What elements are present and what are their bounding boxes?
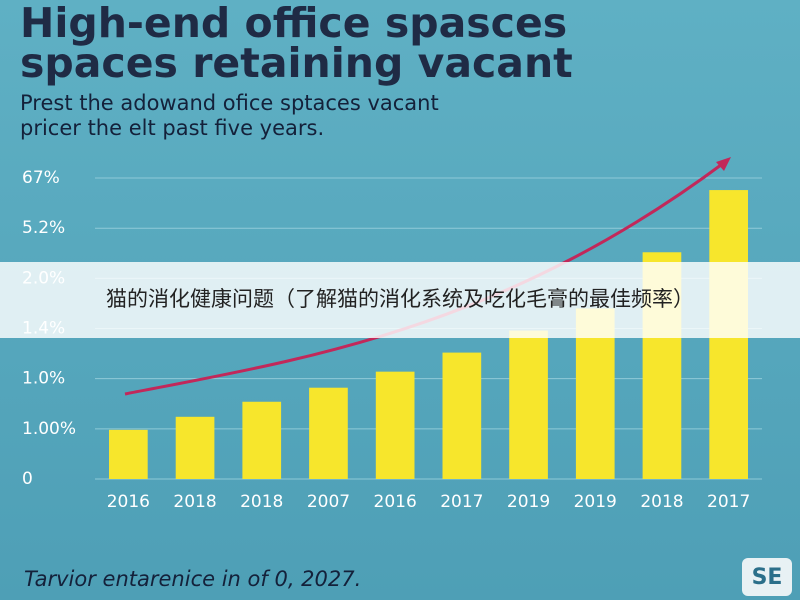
bar	[242, 401, 282, 479]
x-tick-label: 2018	[640, 492, 683, 512]
bar	[442, 352, 482, 479]
plot-area: 01.00%1.0%1.4%2.0%5.2%67%201620182018200…	[22, 168, 762, 512]
x-tick-label: 2007	[307, 492, 350, 512]
chart-title: spaces retaining vacant	[20, 39, 573, 87]
chart-subtitle: pricer the elt past five years.	[20, 116, 324, 140]
logo-box	[742, 558, 792, 596]
x-tick-label: 2017	[440, 492, 483, 512]
x-tick-label: 2019	[574, 492, 617, 512]
y-tick-label: 0	[22, 469, 33, 489]
y-tick-label: 5.2%	[22, 218, 65, 238]
x-tick-label: 2018	[240, 492, 283, 512]
x-tick-label: 2019	[507, 492, 550, 512]
footer: Tarvior entarenice in of 0, 2027.	[24, 567, 361, 591]
y-tick-label: 1.00%	[22, 419, 76, 439]
bar	[109, 429, 148, 479]
banner	[0, 262, 800, 338]
y-tick-label: 1.0%	[22, 369, 65, 389]
banner-text: 猫的消化健康问题（了解猫的消化系统及吃化毛膏的最佳频率）	[106, 287, 694, 311]
bar	[509, 330, 548, 479]
arrow-head	[716, 157, 731, 171]
chart-subtitle: Prest the adowand ofice sptaces vacant	[20, 91, 439, 115]
logo: SE	[752, 565, 783, 590]
y-tick-label: 67%	[22, 168, 60, 188]
x-tick-label: 2018	[173, 492, 216, 512]
chart-title: High-end office spasces	[20, 0, 567, 47]
bar	[309, 387, 348, 479]
bar	[375, 371, 415, 479]
x-tick-label: 2016	[107, 492, 150, 512]
x-tick-label: 2016	[374, 492, 417, 512]
x-tick-label: 2017	[707, 492, 750, 512]
bar	[175, 416, 215, 479]
